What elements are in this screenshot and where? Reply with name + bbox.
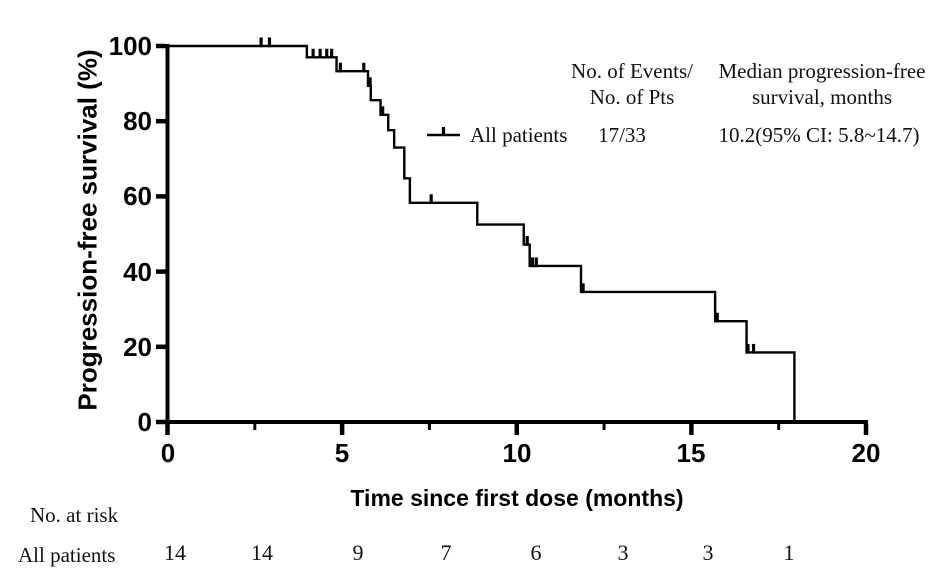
legend-series-label: All patients <box>470 123 568 147</box>
legend-key-icon <box>427 127 460 137</box>
x-tick-label: 15 <box>676 438 706 468</box>
events-header-line1: No. of Events/ <box>571 59 693 83</box>
x-tick-label: 0 <box>160 438 176 468</box>
at-risk-value: 7 <box>440 540 452 565</box>
median-pfs-value: 10.2(95% CI: 5.8~14.7) <box>718 123 920 147</box>
median-header-line1: Median progression-free <box>718 59 926 83</box>
km-plot-area <box>156 37 869 435</box>
at-risk-value: 3 <box>702 540 714 565</box>
x-tick-label: 10 <box>502 438 532 468</box>
at-risk-value: 6 <box>530 540 542 565</box>
y-tick-label: 20 <box>123 332 152 362</box>
events-header-line2: No. of Pts <box>589 85 675 109</box>
at-risk-value: 9 <box>352 540 364 565</box>
y-tick-label: 80 <box>123 106 152 136</box>
x-tick-label: 5 <box>334 438 350 468</box>
at-risk-value: 1 <box>783 540 795 565</box>
y-tick-label: 60 <box>123 181 152 211</box>
events-over-pts-value: 17/33 <box>598 123 646 147</box>
at-risk-value: 3 <box>617 540 629 565</box>
at-risk-title: No. at risk <box>30 503 119 527</box>
median-header-line2: survival, months <box>752 85 892 109</box>
x-axis-title: Time since first dose (months) <box>350 485 684 511</box>
x-tick-label: 20 <box>851 438 881 468</box>
y-tick-label: 100 <box>108 31 152 61</box>
at-risk-value: 14 <box>164 540 186 565</box>
y-tick-label: 40 <box>123 257 152 287</box>
at-risk-value: 14 <box>251 540 273 565</box>
y-tick-label: 0 <box>137 407 152 437</box>
at-risk-row-label: All patients <box>18 543 116 567</box>
